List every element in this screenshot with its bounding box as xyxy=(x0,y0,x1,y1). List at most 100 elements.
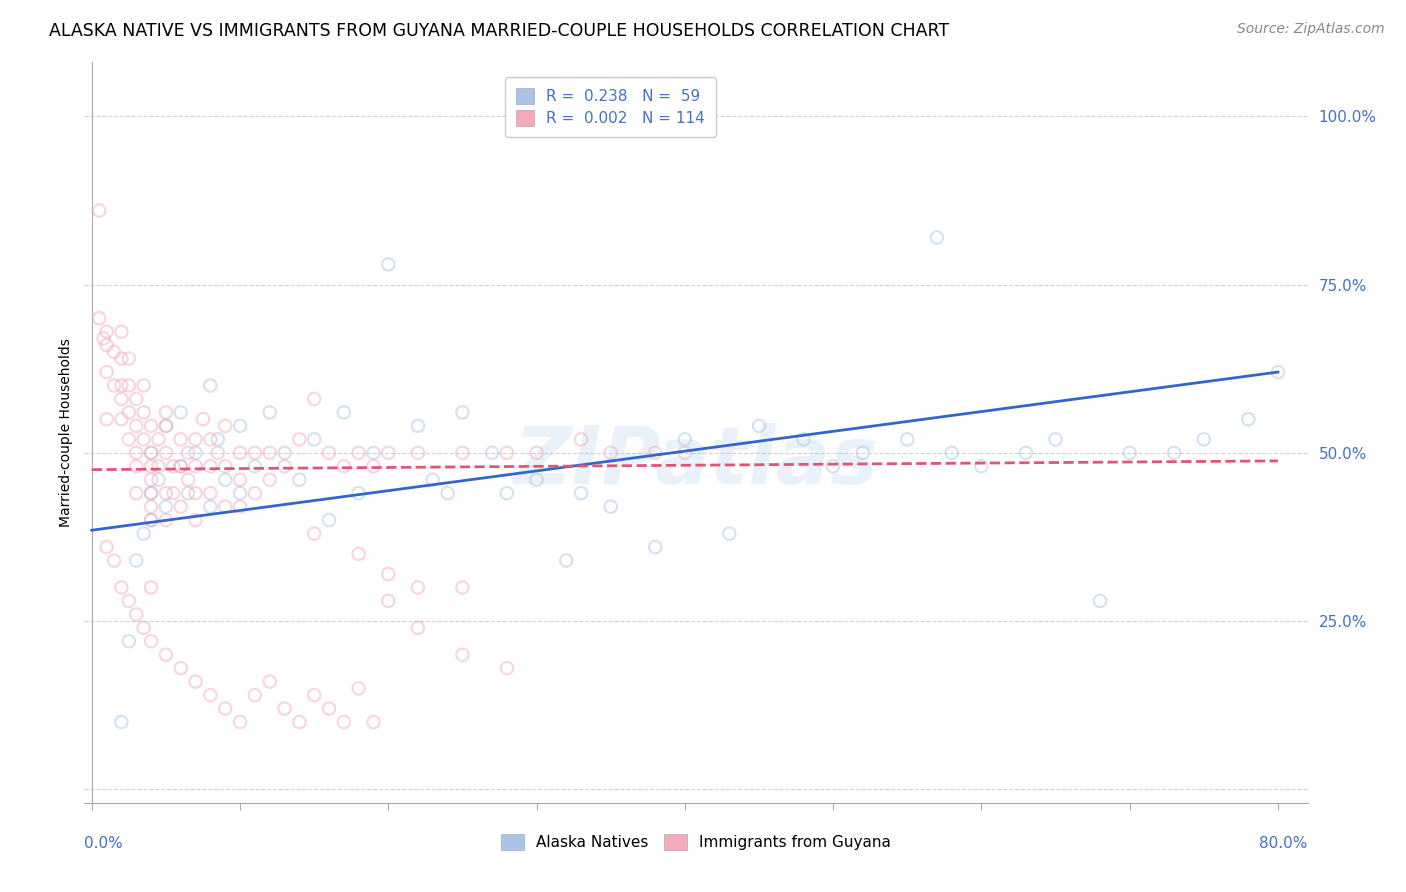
Text: ZIPatlas: ZIPatlas xyxy=(513,423,879,501)
Point xyxy=(110,581,132,595)
Point xyxy=(170,459,193,474)
Point xyxy=(243,459,266,474)
Point xyxy=(200,500,222,514)
Point xyxy=(1192,433,1215,447)
Point xyxy=(110,714,132,729)
Point xyxy=(118,594,141,608)
Point xyxy=(170,500,193,514)
Point xyxy=(155,418,177,433)
Point xyxy=(170,433,193,447)
Point xyxy=(177,486,200,500)
Point xyxy=(155,500,177,514)
Point xyxy=(155,513,177,527)
Point xyxy=(214,473,236,487)
Point xyxy=(302,688,325,702)
Point xyxy=(200,486,222,500)
Point xyxy=(139,473,162,487)
Point xyxy=(103,553,125,567)
Point xyxy=(1015,446,1038,460)
Point xyxy=(200,378,222,392)
Point xyxy=(1163,446,1185,460)
Point xyxy=(1045,433,1067,447)
Point xyxy=(184,486,207,500)
Point xyxy=(89,203,111,218)
Point xyxy=(302,526,325,541)
Point xyxy=(406,621,429,635)
Point xyxy=(406,418,429,433)
Point xyxy=(302,392,325,406)
Point xyxy=(451,405,474,419)
Point xyxy=(496,446,519,460)
Point xyxy=(451,581,474,595)
Point xyxy=(259,473,281,487)
Point xyxy=(496,661,519,675)
Point xyxy=(214,701,236,715)
Point xyxy=(96,365,118,379)
Point xyxy=(214,418,236,433)
Point xyxy=(925,230,948,244)
Point xyxy=(333,714,356,729)
Point xyxy=(184,674,207,689)
Point xyxy=(1237,412,1260,426)
Point xyxy=(125,459,148,474)
Point xyxy=(214,500,236,514)
Point xyxy=(110,392,132,406)
Point xyxy=(132,433,155,447)
Point xyxy=(200,433,222,447)
Point xyxy=(200,688,222,702)
Point xyxy=(170,661,193,675)
Point xyxy=(823,459,845,474)
Legend: Alaska Natives, Immigrants from Guyana: Alaska Natives, Immigrants from Guyana xyxy=(494,827,898,858)
Point xyxy=(110,325,132,339)
Point xyxy=(170,405,193,419)
Point xyxy=(177,446,200,460)
Point xyxy=(451,446,474,460)
Point xyxy=(184,446,207,460)
Point xyxy=(139,581,162,595)
Point xyxy=(125,446,148,460)
Point xyxy=(155,405,177,419)
Point xyxy=(288,714,311,729)
Point xyxy=(644,540,666,554)
Point xyxy=(125,486,148,500)
Point xyxy=(207,446,229,460)
Point xyxy=(139,418,162,433)
Point xyxy=(302,433,325,447)
Point xyxy=(377,257,399,271)
Point xyxy=(191,412,214,426)
Point xyxy=(363,714,385,729)
Point xyxy=(941,446,963,460)
Point xyxy=(139,634,162,648)
Point xyxy=(259,446,281,460)
Point xyxy=(118,378,141,392)
Point xyxy=(132,378,155,392)
Point xyxy=(406,446,429,460)
Point xyxy=(377,446,399,460)
Point xyxy=(1118,446,1140,460)
Point xyxy=(110,351,132,366)
Point xyxy=(148,433,170,447)
Point xyxy=(318,513,340,527)
Point xyxy=(148,473,170,487)
Y-axis label: Married-couple Households: Married-couple Households xyxy=(59,338,73,527)
Point xyxy=(110,378,132,392)
Point xyxy=(132,526,155,541)
Point xyxy=(259,674,281,689)
Point xyxy=(243,446,266,460)
Point xyxy=(139,446,162,460)
Point xyxy=(1267,365,1289,379)
Point xyxy=(363,446,385,460)
Point xyxy=(103,378,125,392)
Point xyxy=(125,553,148,567)
Point xyxy=(139,513,162,527)
Point xyxy=(184,433,207,447)
Point xyxy=(93,331,115,345)
Point xyxy=(148,459,170,474)
Point xyxy=(243,486,266,500)
Point xyxy=(288,433,311,447)
Point xyxy=(125,392,148,406)
Point xyxy=(347,547,370,561)
Point xyxy=(526,446,548,460)
Point xyxy=(103,344,125,359)
Point xyxy=(89,311,111,326)
